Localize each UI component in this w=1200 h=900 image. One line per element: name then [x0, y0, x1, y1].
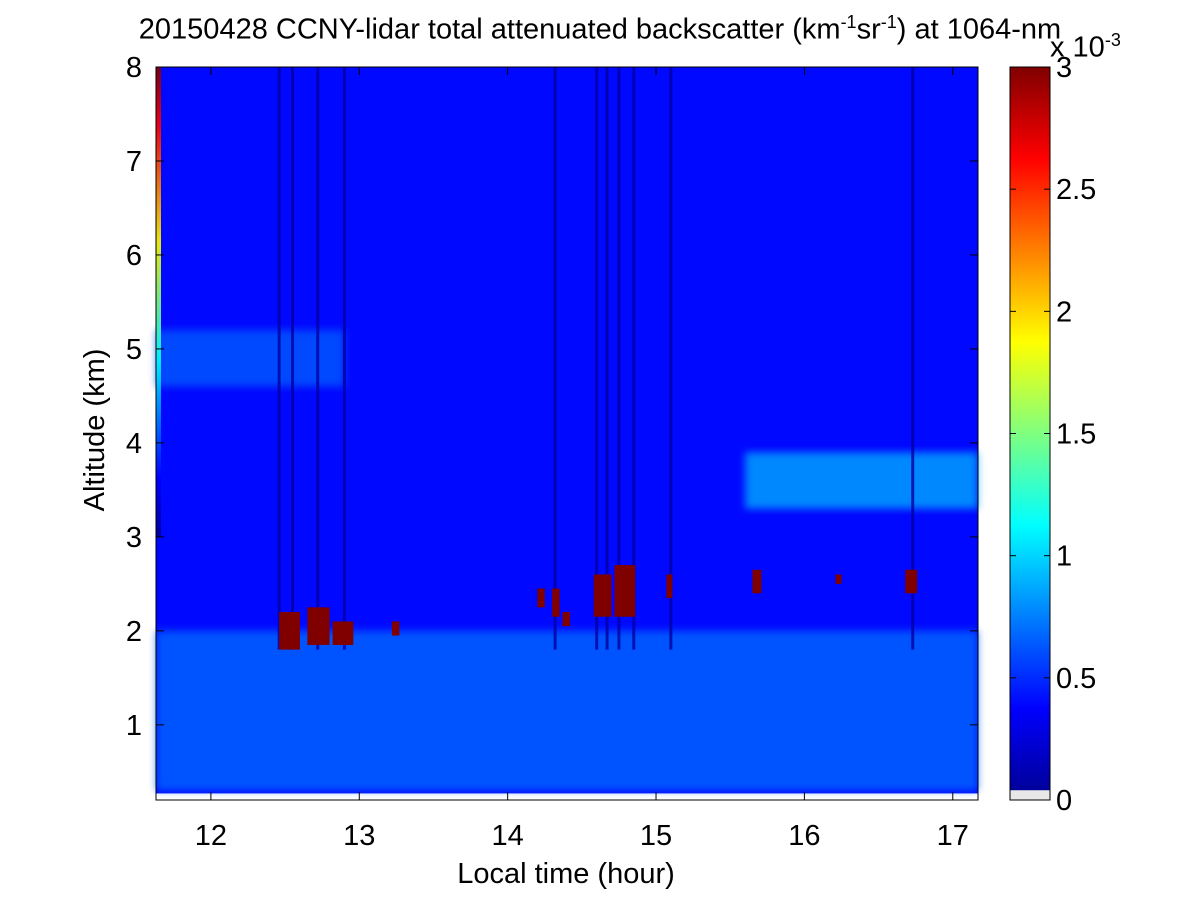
data-gap-stripe — [553, 67, 557, 650]
colorbar-min-swatch — [1010, 790, 1050, 800]
colorbar: 0 0.5 1 1.5 2 2.5 3 — [1009, 52, 1096, 817]
cloud-patch — [307, 607, 330, 645]
no-data-gap — [156, 793, 978, 800]
x-axis-label: Local time (hour) — [457, 858, 675, 890]
cloud-patch — [593, 574, 612, 617]
data-gap-stripe — [277, 67, 281, 650]
cloud-patch — [752, 569, 762, 594]
data-gap-stripe — [669, 67, 673, 650]
x-tick-label: 14 — [492, 820, 524, 852]
y-tick-label: 4 — [126, 428, 142, 460]
data-gap-stripe — [632, 67, 636, 650]
cloud-patch — [279, 612, 300, 650]
colorbar-tick-label: 0.5 — [1056, 663, 1096, 695]
chart-title: 20150428 CCNY-lidar total attenuated bac… — [138, 12, 1062, 46]
y-tick-label: 7 — [126, 146, 142, 178]
colorbar-tick-label: 3 — [1056, 52, 1072, 84]
data-gap-stripe — [316, 67, 320, 650]
colorbar-multiplier: x 10-3 — [1050, 30, 1121, 64]
colorbar-tick-label: 2 — [1056, 296, 1072, 328]
cloud-patch — [905, 569, 918, 594]
data-gap-stripe — [617, 67, 621, 650]
colorbar-tick-label: 0 — [1056, 785, 1072, 817]
surface-aerosol-layer — [156, 630, 978, 791]
data-gap-stripe — [342, 67, 346, 650]
data-gap-stripe — [291, 67, 295, 650]
cloud-patch — [552, 588, 560, 617]
y-tick-label: 5 — [126, 334, 142, 366]
y-tick-label: 3 — [126, 522, 142, 554]
colorbar-tick-label: 1 — [1056, 541, 1072, 573]
x-tick-label: 15 — [640, 820, 672, 852]
cloud-patch — [562, 612, 570, 627]
colorbar-tick-label: 2.5 — [1056, 174, 1096, 206]
y-tick-label: 2 — [126, 616, 142, 648]
x-tick-label: 12 — [195, 820, 227, 852]
y-tick-label: 6 — [126, 240, 142, 272]
cloud-patch — [835, 574, 842, 584]
cloud-patch — [537, 588, 545, 608]
colorbar-tick-label: 1.5 — [1056, 419, 1096, 451]
cloud-patch — [614, 565, 636, 617]
colorbar-gradient — [1010, 67, 1050, 800]
plot-frame — [155, 66, 979, 801]
start-edge-column — [156, 67, 161, 537]
x-tick-label: 17 — [937, 820, 969, 852]
data-gap-stripe — [595, 67, 599, 650]
y-tick-label: 1 — [126, 710, 142, 742]
cloud-patch — [666, 574, 673, 598]
y-axis-label: Altitude (km) — [79, 349, 111, 512]
cloud-patch — [391, 621, 400, 636]
heatmap-plot — [156, 67, 978, 800]
cloud-patch — [332, 621, 354, 645]
x-tick-label: 16 — [788, 820, 820, 852]
x-tick-label: 13 — [343, 820, 375, 852]
data-gap-stripe — [605, 67, 609, 650]
upper-aerosol-band — [745, 452, 978, 509]
data-gap-stripe — [911, 67, 915, 650]
y-tick-label: 8 — [126, 52, 142, 84]
elevated-layer — [156, 330, 345, 387]
